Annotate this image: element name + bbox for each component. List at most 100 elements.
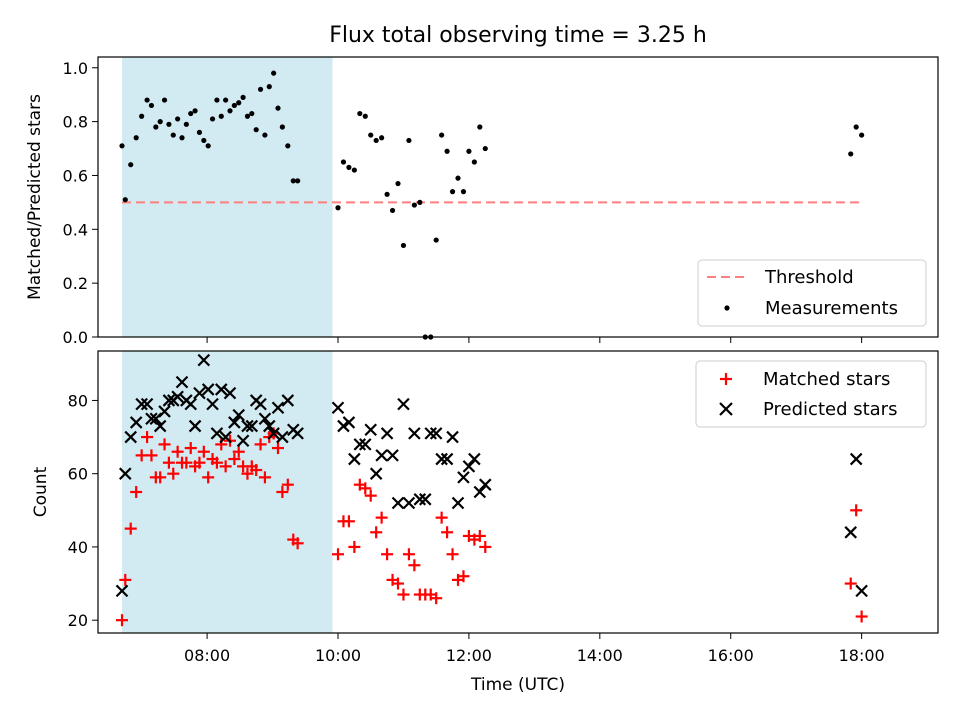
measurement-point <box>205 143 211 149</box>
measurement-point <box>170 132 176 138</box>
matched-star-point <box>364 489 377 502</box>
predicted-star-point <box>206 397 219 411</box>
predicted-star-point <box>849 452 863 466</box>
predicted-star-point <box>228 416 241 429</box>
matched-star-point <box>202 471 215 484</box>
measurement-point <box>362 113 368 119</box>
x-tick-label: 10:00 <box>315 646 361 665</box>
matched-star-point <box>291 537 304 550</box>
measurement-point <box>400 242 407 249</box>
predicted-star-point <box>348 452 361 466</box>
measurement-point <box>279 124 285 130</box>
measurement-point <box>439 132 445 138</box>
predicted-star-point <box>267 427 280 440</box>
predicted-star-point <box>342 416 356 429</box>
bottom-plot-frame <box>97 350 939 634</box>
matched-star-point <box>446 548 459 561</box>
matched-star-point <box>228 453 241 466</box>
matched-star-point <box>158 438 171 451</box>
predicted-star-point <box>271 401 285 415</box>
matched-star-point <box>342 515 355 528</box>
top-legend-box <box>697 259 927 327</box>
bottom-shaded-interval <box>122 351 333 633</box>
matched-star-point <box>281 478 294 491</box>
predicted-star-point <box>418 493 432 506</box>
measurement-point <box>271 70 277 76</box>
matched-star-point <box>210 456 223 469</box>
x-tick-label: 14:00 <box>577 646 623 665</box>
top-y-axis: 0.0 0.2 0.4 0.6 0.8 1.0 <box>63 59 98 347</box>
predicted-star-point <box>429 427 443 440</box>
matched-star-point <box>435 511 448 524</box>
measurement-point <box>119 143 125 149</box>
matched-star-point <box>180 456 193 469</box>
predicted-star-point <box>446 430 459 444</box>
measurement-point <box>122 197 128 203</box>
x-tick-label: 18:00 <box>839 646 885 665</box>
measurement-point <box>179 135 185 141</box>
matched-star-point <box>197 445 210 458</box>
measurement-point <box>460 189 467 195</box>
predicted-star-point <box>258 412 272 426</box>
measurement-point <box>373 137 379 144</box>
top-legend: Threshold Measurements <box>697 259 927 327</box>
measurement-point <box>346 164 352 170</box>
measurement-point <box>257 86 264 92</box>
measurement-point <box>218 113 224 119</box>
legend-predicted-swatch <box>719 402 733 416</box>
y-tick-label: 0.6 <box>63 166 88 185</box>
predicted-star-point <box>451 496 465 510</box>
predicted-star-point <box>135 397 148 411</box>
predicted-star-point <box>262 419 276 433</box>
measurement-point <box>227 108 233 114</box>
top-x-ticks <box>206 337 863 343</box>
measurement-point <box>157 119 163 125</box>
predicted-star-point <box>162 394 176 407</box>
measurement-point <box>411 202 417 208</box>
bottom-y-axis-label: Count <box>31 466 51 517</box>
measurement-point <box>340 159 347 165</box>
predicted-star-point <box>175 375 189 389</box>
x-tick-label: 16:00 <box>708 646 754 665</box>
predicted-star-point <box>855 584 868 598</box>
matched-star-point <box>348 540 361 553</box>
predicted-star-point <box>386 449 399 462</box>
measurement-point <box>449 189 456 195</box>
predicted-star-point <box>478 478 492 491</box>
matched-star-point <box>375 511 388 524</box>
measurement-point <box>379 135 385 141</box>
matched-star-point <box>154 471 167 484</box>
legend-measurements-label: Measurements <box>765 298 898 319</box>
bottom-y-axis: 20 40 60 80 <box>68 391 98 630</box>
measurement-point <box>859 132 865 138</box>
measurement-point <box>417 199 423 205</box>
matched-star-point <box>162 456 175 469</box>
measurement-point <box>196 129 203 135</box>
matched-star-point <box>124 522 137 535</box>
y-tick-label: 80 <box>68 391 88 410</box>
matched-star-point <box>332 548 344 561</box>
measurement-point <box>406 137 412 144</box>
measurement-point <box>183 121 189 127</box>
predicted-star-point <box>413 493 427 506</box>
matched-star-point <box>430 592 443 605</box>
predicted-star-point <box>197 353 211 367</box>
y-tick-label: 20 <box>68 611 88 630</box>
bottom-legend-box <box>695 360 927 428</box>
measurement-point <box>444 148 450 154</box>
y-tick-label: 40 <box>68 538 88 557</box>
predicted-star-point <box>337 419 350 433</box>
x-tick-label: 12:00 <box>446 646 492 665</box>
predicted-star-point <box>397 397 410 411</box>
legend-predicted-label: Predicted stars <box>763 399 897 420</box>
measurement-point <box>482 145 488 152</box>
legend-matched-label: Matched stars <box>763 369 890 390</box>
matched-star-point <box>141 431 154 444</box>
y-tick-label: 0.2 <box>63 274 88 293</box>
predicted-stars-series <box>115 353 868 598</box>
predicted-star-point <box>140 397 154 411</box>
top-shaded-interval <box>122 57 333 337</box>
measurement-point <box>357 110 363 117</box>
predicted-star-point <box>402 496 416 510</box>
matched-star-point <box>359 482 372 495</box>
